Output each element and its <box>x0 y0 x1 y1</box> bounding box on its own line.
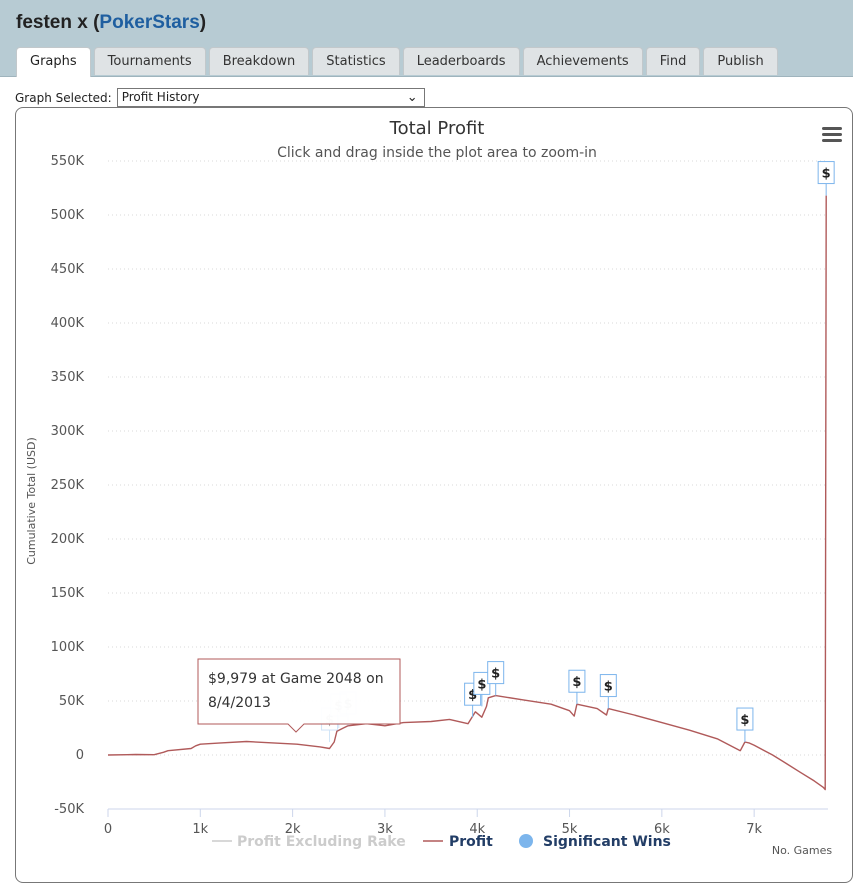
significant-win-flag: $ <box>736 707 754 743</box>
flag-box <box>487 661 505 685</box>
tab-bar: Graphs Tournaments Breakdown Statistics … <box>16 47 778 77</box>
y-tick-label: 350K <box>51 370 85 385</box>
legend-item[interactable]: Profit <box>423 834 493 850</box>
x-tick-label: 6k <box>654 822 670 837</box>
site-link[interactable]: PokerStars <box>99 12 200 33</box>
significant-win-flag: $ <box>487 661 505 696</box>
chart-subtitle: Click and drag inside the plot area to z… <box>277 145 597 161</box>
y-tick-label: 500K <box>51 208 85 223</box>
y-tick-label: 450K <box>51 262 85 277</box>
graph-selector: Graph Selected: Profit History ⌄ <box>15 88 425 107</box>
flag-box <box>568 669 586 693</box>
legend-item[interactable]: Profit Excluding Rake <box>212 834 406 850</box>
profit-line <box>107 195 827 791</box>
flag-box <box>736 707 754 731</box>
tab-leaderboards[interactable]: Leaderboards <box>402 47 520 75</box>
tab-publish[interactable]: Publish <box>703 47 778 75</box>
x-tick-label: 4k <box>469 822 485 837</box>
tab-statistics[interactable]: Statistics <box>312 47 400 75</box>
tooltip-line1: $9,979 at Game 2048 on <box>208 671 384 687</box>
significant-win-flag: $ <box>599 674 617 709</box>
x-tick-label: 5k <box>562 822 578 837</box>
chart-legend: Profit Excluding Rake Profit Significant W… <box>212 834 671 850</box>
flag-label: $ <box>740 713 749 728</box>
x-tick-label: 2k <box>285 822 301 837</box>
y-tick-label: 250K <box>51 478 85 493</box>
tab-tournaments[interactable]: Tournaments <box>93 47 206 75</box>
y-tick-label: 150K <box>51 586 85 601</box>
y-tick-label: 50K <box>59 694 85 709</box>
significant-wins-layer: $$$$$$$$$$ <box>321 161 835 743</box>
tooltip: $9,979 at Game 2048 on 8/4/2013 <box>197 658 401 733</box>
y-tick-label: 0 <box>76 748 84 763</box>
legend-label: Significant Wins <box>543 834 671 850</box>
tooltip-line2: 8/4/2013 <box>208 695 271 711</box>
y-tick-label: -50K <box>54 802 84 817</box>
chart-title: Total Profit <box>389 118 485 139</box>
flag-label: $ <box>491 667 500 682</box>
y-axis: -50K 0 50K 100K 150K 200K 250K 300K 350K 400K 450K… <box>51 154 85 817</box>
legend-symbol <box>519 834 533 848</box>
flag-label: $ <box>477 677 486 692</box>
title-open-paren: ( <box>87 12 100 33</box>
player-name: festen x <box>16 12 88 33</box>
y-tick-label: 400K <box>51 316 85 331</box>
y-tick-label: 550K <box>51 154 85 169</box>
flag-label: $ <box>604 680 613 695</box>
tab-achievements[interactable]: Achievements <box>522 47 643 75</box>
x-tick-label: 0 <box>104 822 112 837</box>
flag-label: $ <box>572 675 581 690</box>
series-layer <box>107 195 827 791</box>
significant-win-flag: $ <box>568 669 586 705</box>
title-close-paren: ) <box>199 12 207 33</box>
legend-label: Profit Excluding Rake <box>237 834 406 850</box>
legend-item[interactable]: Significant Wins <box>519 834 671 850</box>
significant-win-flag: $ <box>817 161 835 196</box>
x-axis-title: No. Games <box>772 844 833 857</box>
flag-label: $ <box>468 688 477 703</box>
graph-select-value: Profit History <box>121 90 200 104</box>
page-header: festen x (PokerStars) Graphs Tournaments… <box>0 0 853 77</box>
y-axis-title: Cumulative Total (USD) <box>25 437 38 565</box>
flag-label: $ <box>822 167 831 182</box>
y-tick-label: 200K <box>51 532 85 547</box>
flag-box <box>599 674 617 698</box>
x-tick-label: 1k <box>192 822 208 837</box>
x-axis: 0 1k 2k 3k 4k 5k 6k 7k <box>104 808 828 837</box>
x-tick-label: 3k <box>377 822 393 837</box>
hamburger-icon[interactable] <box>822 127 842 142</box>
y-tick-label: 300K <box>51 424 85 439</box>
graph-select-dropdown[interactable]: Profit History ⌄ <box>116 88 425 107</box>
x-tick-label: 7k <box>746 822 762 837</box>
graph-select-label: Graph Selected: <box>15 90 112 105</box>
flag-box <box>817 161 835 185</box>
tab-breakdown[interactable]: Breakdown <box>208 47 310 75</box>
page-title: festen x (PokerStars) <box>16 12 206 34</box>
chart-container: Total Profit Click and drag inside the p… <box>15 107 853 883</box>
profit-chart[interactable]: Total Profit Click and drag inside the p… <box>16 108 852 882</box>
chevron-down-icon: ⌄ <box>406 90 418 105</box>
y-tick-label: 100K <box>51 640 85 655</box>
legend-label: Profit <box>449 834 493 850</box>
tab-graphs[interactable]: Graphs <box>16 47 91 77</box>
tab-find[interactable]: Find <box>645 47 701 75</box>
